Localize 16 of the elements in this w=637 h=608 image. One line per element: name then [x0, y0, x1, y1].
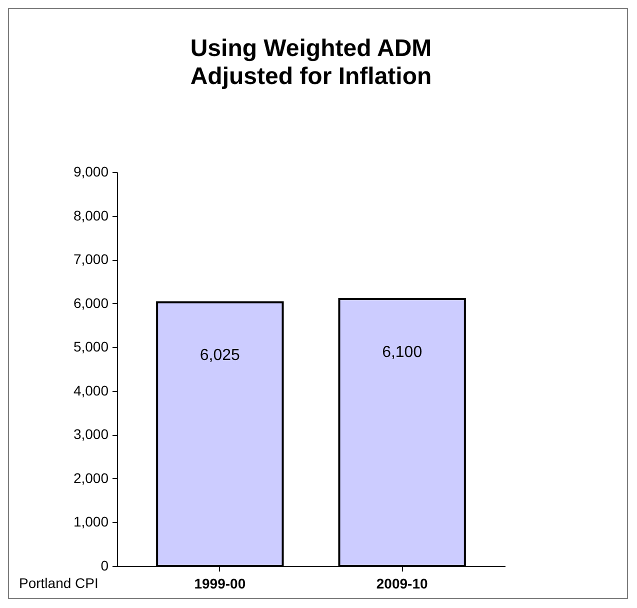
y-tick-label: 9,000 [73, 164, 109, 180]
data-label: 6,100 [382, 344, 422, 361]
y-tick-label: 7,000 [73, 251, 109, 268]
y-tick-label: 3,000 [73, 426, 109, 442]
chart-title: Using Weighted ADM Adjusted for Inflation [190, 35, 432, 90]
y-tick-label: 5,000 [73, 338, 109, 355]
y-tick-label: 6,000 [73, 294, 109, 311]
data-label: 6,025 [200, 347, 240, 364]
x-tick-label: 1999-00 [194, 576, 246, 592]
y-tick-label: 1,000 [73, 514, 109, 530]
x-tick-label: 2009-10 [376, 576, 428, 592]
text: Portland CPI [19, 575, 98, 591]
y-tick-label: 2,000 [73, 470, 109, 486]
y-tick-label: 4,000 [73, 382, 109, 398]
y-tick-label: 8,000 [73, 207, 109, 224]
y-tick-label: 0 [100, 558, 109, 574]
